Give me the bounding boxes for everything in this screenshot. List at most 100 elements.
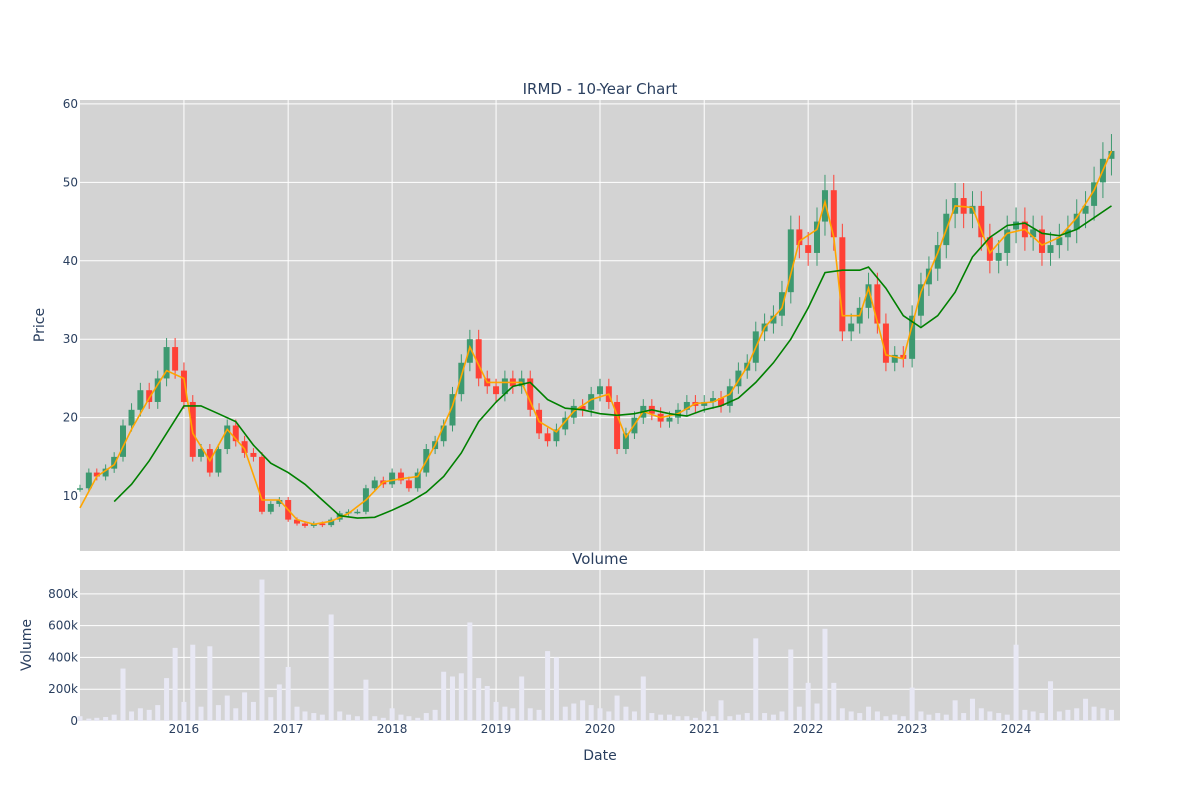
- candle-body: [1047, 245, 1054, 253]
- volume-bar: [935, 713, 941, 721]
- candle-body: [276, 500, 283, 504]
- volume-bar: [363, 679, 369, 721]
- volume-bar: [406, 716, 412, 721]
- volume-bar: [1108, 709, 1114, 721]
- volume-bar: [606, 711, 612, 721]
- volume-bar: [623, 706, 629, 721]
- volume-bar: [553, 657, 559, 721]
- candle-body: [154, 378, 161, 402]
- candle-body: [389, 472, 396, 485]
- candle-body: [978, 205, 985, 238]
- volume-bar: [1100, 708, 1106, 721]
- candle-body: [163, 347, 170, 379]
- volume-bar: [311, 713, 317, 721]
- volume-bar: [172, 647, 178, 721]
- volume-bar: [198, 706, 204, 721]
- volume-bar: [233, 708, 239, 721]
- volume-bar: [848, 711, 854, 721]
- candle-body: [778, 292, 785, 316]
- candle-body: [440, 425, 447, 442]
- volume-bar: [658, 714, 664, 721]
- candle-body: [215, 449, 222, 473]
- volume-bar: [735, 714, 741, 721]
- volume-bar: [337, 711, 343, 721]
- long-moving-average-line: [113, 205, 1112, 519]
- candle-body: [882, 323, 889, 363]
- date-x-tick-label: 2024: [1001, 722, 1032, 736]
- candle-body: [622, 433, 629, 450]
- volume-y-tick-label: 200k: [48, 682, 78, 696]
- candle-body: [874, 284, 881, 324]
- volume-bar: [952, 700, 958, 721]
- volume-bar: [779, 711, 785, 721]
- candle-body: [839, 237, 846, 332]
- volume-bar: [207, 646, 213, 721]
- date-x-tick-label: 2020: [585, 722, 616, 736]
- candle-body: [579, 405, 586, 410]
- candle-body: [995, 252, 1002, 261]
- candle-body: [701, 401, 708, 406]
- volume-bar: [129, 711, 135, 721]
- volume-bar: [242, 692, 248, 721]
- price-moving-averages: [79, 150, 1113, 526]
- volume-bar: [302, 711, 308, 721]
- volume-y-tick-label: 0: [70, 714, 78, 728]
- volume-bar: [640, 676, 646, 721]
- candle-body: [258, 456, 265, 512]
- candle-body: [813, 221, 820, 253]
- volume-bar: [476, 678, 482, 721]
- volume-bar: [545, 651, 551, 721]
- volume-bar: [502, 706, 508, 721]
- volume-bar: [111, 714, 117, 721]
- volume-bar: [909, 687, 915, 721]
- volume-bar: [103, 717, 109, 721]
- candle-body: [137, 390, 144, 410]
- volume-bar: [874, 711, 880, 721]
- volume-bar: [571, 703, 577, 721]
- volume-bar: [770, 714, 776, 721]
- volume-bar: [961, 713, 967, 721]
- candle-body: [146, 390, 153, 402]
- candle-body: [414, 472, 421, 489]
- candle-body: [111, 456, 118, 469]
- date-x-ticks: 2016 2017 2018 2019 2020 2021 2022 2023 2024: [169, 722, 1032, 736]
- candle-body: [354, 511, 361, 514]
- price-panel: 10 20 30 40 50 60 Price: [32, 97, 1120, 551]
- date-x-tick-label: 2021: [689, 722, 720, 736]
- volume-bar: [398, 714, 404, 721]
- volume-bar: [294, 706, 300, 721]
- price-y-tick-label: 60: [63, 97, 78, 111]
- candle-body: [770, 315, 777, 324]
- volume-bar: [510, 708, 516, 721]
- candle-body: [319, 523, 326, 526]
- candle-body: [969, 205, 976, 214]
- candle-body: [848, 323, 855, 332]
- candle-body: [198, 449, 205, 457]
- volume-bar: [796, 706, 802, 721]
- volume-bar: [814, 703, 820, 721]
- volume-bar: [1013, 644, 1019, 721]
- volume-bar: [449, 676, 455, 721]
- volume-bar: [866, 706, 872, 721]
- candle-body: [250, 452, 257, 457]
- candle-body: [1073, 213, 1080, 230]
- price-y-tick-label: 30: [63, 332, 78, 346]
- volume-bar: [250, 701, 256, 721]
- candle-body: [1038, 229, 1045, 253]
- volume-bar: [319, 714, 325, 721]
- volume-bar: [268, 697, 274, 721]
- candle-body: [1013, 221, 1020, 230]
- candle-body: [466, 339, 473, 363]
- candle-body: [120, 425, 127, 457]
- candle-body: [475, 339, 482, 379]
- volume-bar: [155, 705, 161, 721]
- date-x-tick-label: 2018: [377, 722, 408, 736]
- volume-bar: [1091, 706, 1097, 721]
- volume-bar: [285, 666, 291, 721]
- candle-body: [830, 190, 837, 238]
- volume-bar: [1056, 711, 1062, 721]
- volume-bar: [484, 686, 490, 721]
- candle-body: [397, 472, 404, 481]
- candle-body: [787, 229, 794, 293]
